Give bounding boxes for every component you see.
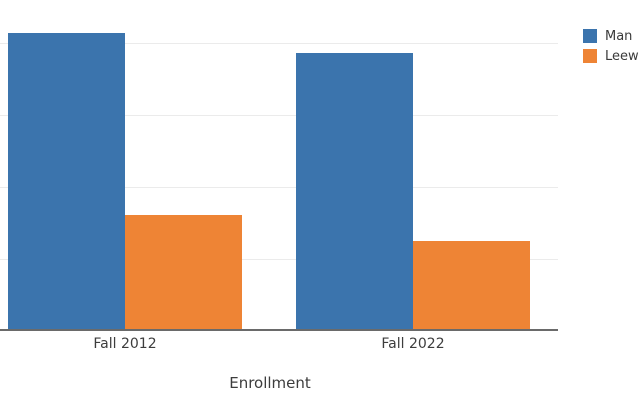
bar-leew-fall-2022[interactable] bbox=[413, 241, 530, 329]
legend-label-series-1: Man bbox=[605, 28, 633, 44]
legend-item-series-1[interactable]: Man bbox=[583, 28, 640, 44]
plot-area bbox=[0, 33, 558, 331]
bar-man-fall-2022[interactable] bbox=[296, 53, 413, 329]
legend: Man Leew bbox=[583, 29, 640, 69]
x-axis-title: Enrollment bbox=[229, 374, 311, 392]
gridline-5000 bbox=[0, 259, 558, 260]
gridline-20000 bbox=[0, 43, 558, 44]
x-tick-fall-2022: Fall 2022 bbox=[381, 336, 445, 352]
gridline-10000 bbox=[0, 187, 558, 188]
bar-leew-fall-2012[interactable] bbox=[125, 214, 242, 329]
legend-swatch-blue bbox=[583, 29, 597, 43]
legend-swatch-orange bbox=[583, 49, 597, 63]
legend-label-series-2: Leew bbox=[605, 48, 639, 64]
gridline-15000 bbox=[0, 115, 558, 116]
x-tick-fall-2012: Fall 2012 bbox=[93, 336, 157, 352]
legend-item-series-2[interactable]: Leew bbox=[583, 48, 640, 64]
bar-man-fall-2012[interactable] bbox=[8, 33, 125, 329]
